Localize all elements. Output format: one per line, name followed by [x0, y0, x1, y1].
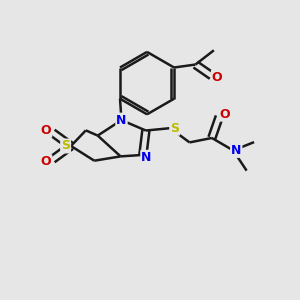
Text: O: O — [219, 108, 230, 121]
Text: S: S — [170, 122, 179, 135]
Text: N: N — [116, 114, 127, 127]
Text: O: O — [41, 124, 51, 137]
Text: O: O — [212, 71, 223, 84]
Text: S: S — [61, 140, 70, 152]
Text: N: N — [141, 151, 152, 164]
Text: N: N — [231, 144, 242, 157]
Text: O: O — [41, 155, 51, 168]
